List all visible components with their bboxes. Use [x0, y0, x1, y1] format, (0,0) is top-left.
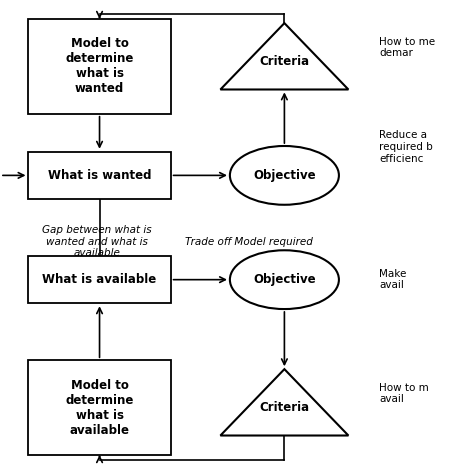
Ellipse shape [230, 250, 339, 309]
Text: How to me
demar: How to me demar [379, 36, 435, 58]
Text: Objective: Objective [253, 169, 316, 182]
Text: What is wanted: What is wanted [48, 169, 151, 182]
Text: Make
avail: Make avail [379, 269, 407, 291]
Text: What is available: What is available [42, 273, 157, 286]
Ellipse shape [230, 146, 339, 205]
FancyBboxPatch shape [28, 256, 171, 303]
FancyBboxPatch shape [28, 152, 171, 199]
Polygon shape [220, 23, 348, 90]
Text: Trade off Model required: Trade off Model required [185, 237, 313, 247]
FancyBboxPatch shape [28, 19, 171, 114]
Text: Model to
determine
what is
wanted: Model to determine what is wanted [65, 37, 134, 95]
Text: Criteria: Criteria [259, 401, 310, 414]
Text: Model to
determine
what is
available: Model to determine what is available [65, 379, 134, 437]
Text: Reduce a
required b
efficienc: Reduce a required b efficienc [379, 130, 433, 164]
Text: Gap between what is
wanted and what is
available: Gap between what is wanted and what is a… [42, 225, 152, 258]
Text: How to m
avail: How to m avail [379, 383, 429, 404]
Polygon shape [220, 369, 348, 436]
Text: Criteria: Criteria [259, 55, 310, 68]
FancyBboxPatch shape [28, 360, 171, 455]
Text: Objective: Objective [253, 273, 316, 286]
